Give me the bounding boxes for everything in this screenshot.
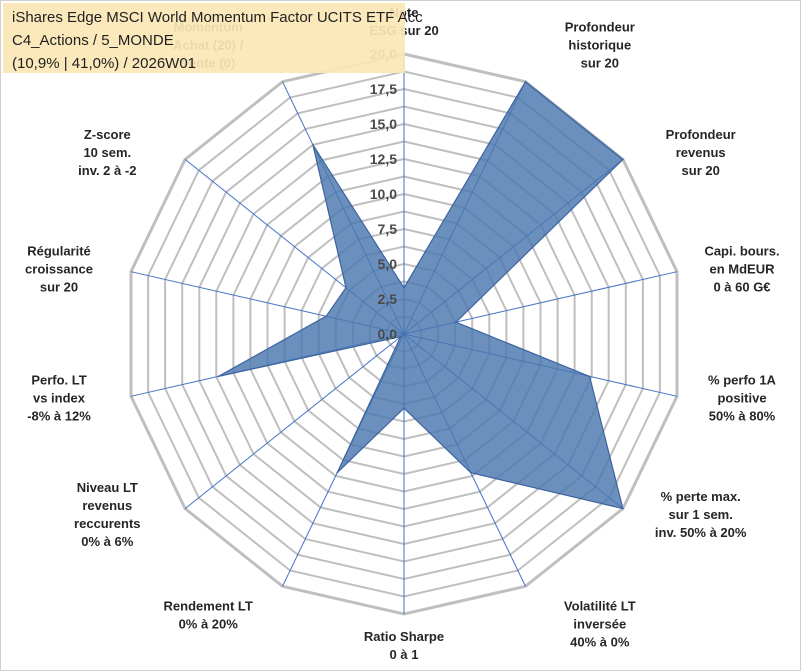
data-point xyxy=(403,407,405,410)
axis-label: Ratio Sharpe 0 à 1 xyxy=(364,629,444,662)
axis-label: Z-score 10 sem. inv. 2 à -2 xyxy=(78,127,136,178)
axis-label: Niveau LT revenus reccurents 0% à 6% xyxy=(74,480,140,549)
data-point xyxy=(622,158,624,161)
tick-label: 10,0 xyxy=(370,186,397,202)
tick-label: 7,5 xyxy=(378,221,398,237)
title-box xyxy=(3,3,405,73)
data-point xyxy=(455,321,457,324)
chart-title: iShares Edge MSCI World Momentum Factor … xyxy=(12,9,423,26)
data-point xyxy=(470,471,472,474)
axis-label: Capi. bours. en MdEUR 0 à 60 G€ xyxy=(704,244,779,295)
tick-label: 2,5 xyxy=(378,291,398,307)
axis-label: Volatilité LT inversée 40% à 0% xyxy=(564,598,636,649)
chart-category: C4_Actions / 5_MONDE xyxy=(12,32,174,49)
data-point xyxy=(336,471,339,474)
tick-label: 17,5 xyxy=(370,81,397,97)
axis-spoke xyxy=(184,333,405,509)
data-point xyxy=(622,507,624,510)
data-point xyxy=(325,315,328,318)
data-point xyxy=(588,375,591,378)
axis-label: Profondeur historique sur 20 xyxy=(565,20,635,71)
tick-label: 5,0 xyxy=(378,256,398,272)
data-point xyxy=(345,286,347,289)
axis-label: % perte max. sur 1 sem. inv. 50% à 20% xyxy=(655,489,747,540)
data-point xyxy=(524,80,527,83)
axis-label: Perfo. LT vs index -8% à 12% xyxy=(27,373,91,424)
tick-label: 15,0 xyxy=(370,116,397,132)
chart-stats: (10,9% | 41,0%) / 2026W01 xyxy=(12,55,196,72)
data-point xyxy=(217,375,220,378)
axis-label: Régularité croissance sur 20 xyxy=(25,244,93,295)
tick-label: 12,5 xyxy=(370,151,397,167)
tick-label: 0,0 xyxy=(378,326,398,342)
axis-label: % perfo 1A positive 50% à 80% xyxy=(708,373,777,424)
axis-label: Profondeur revenus sur 20 xyxy=(666,127,736,178)
data-point xyxy=(403,287,405,289)
axis-label: Rendement LT 0% à 20% xyxy=(164,598,253,631)
data-point xyxy=(399,335,402,338)
data-point xyxy=(312,144,314,146)
